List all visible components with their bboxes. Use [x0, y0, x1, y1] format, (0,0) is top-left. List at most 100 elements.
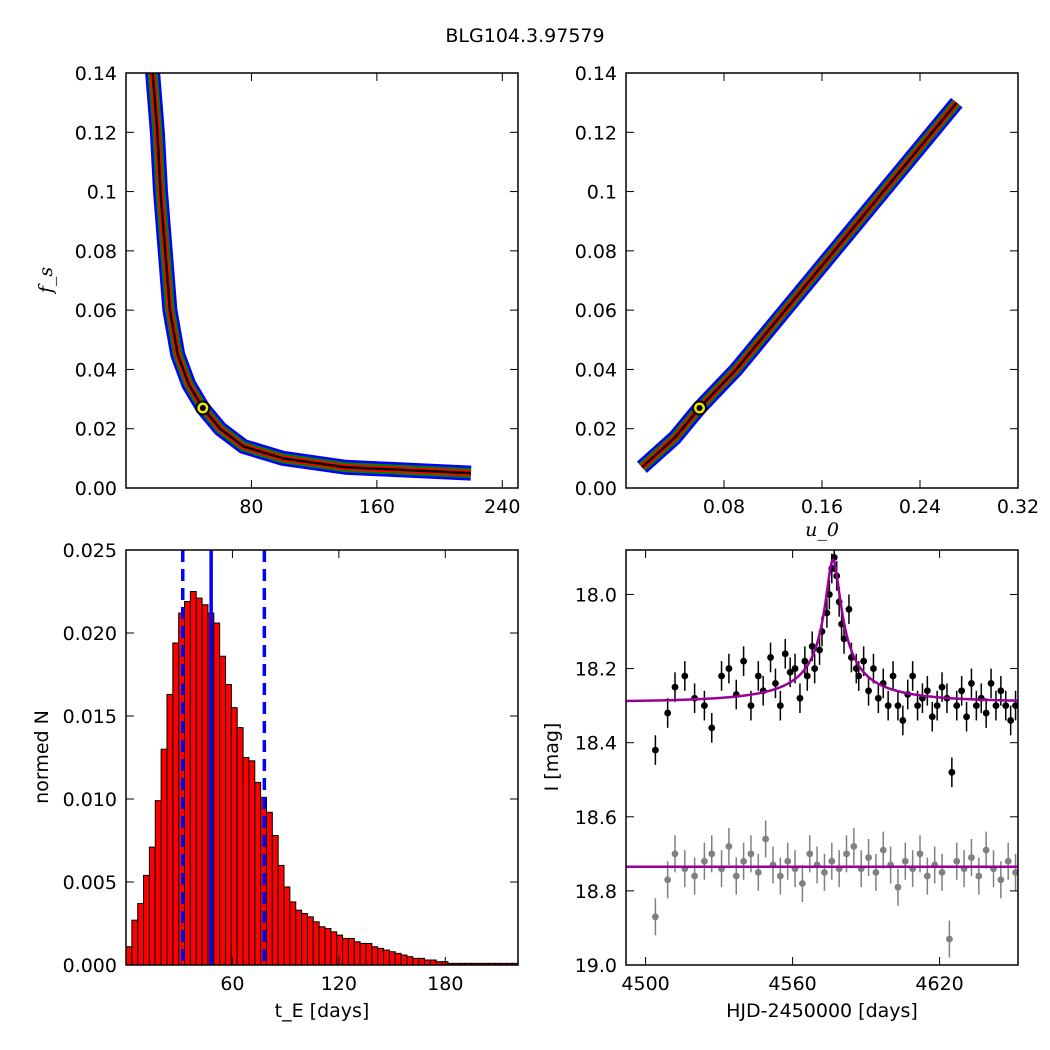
data-point [691, 872, 698, 880]
model-curve [626, 557, 1018, 703]
data-point [923, 687, 931, 695]
y-tick-label: 0.000 [63, 955, 117, 977]
histogram-bar [400, 954, 408, 965]
data-point [776, 702, 784, 710]
data-point [664, 876, 672, 884]
y-axis-label: normed N [31, 710, 53, 804]
data-point [997, 687, 1005, 695]
histogram-bar [148, 846, 156, 965]
x-tick-label: 60 [220, 973, 244, 995]
histogram-bar [342, 937, 349, 965]
histogram-bar [184, 600, 191, 965]
x-tick-label: 240 [484, 496, 520, 518]
x-tick-label: 180 [427, 973, 463, 995]
histogram-bar [230, 707, 238, 965]
x-axis-label: t_E [days] [275, 1000, 370, 1022]
y-tick-label: 0.02 [575, 419, 617, 441]
y-tick-label: 0.1 [87, 182, 117, 204]
histogram-bar [271, 835, 279, 965]
y-axis-label: I [mag] [541, 723, 563, 792]
data-point [938, 868, 946, 876]
histogram-bar [359, 942, 367, 965]
data-point [762, 835, 770, 843]
data-point [708, 850, 716, 858]
data-point [850, 843, 858, 850]
y-tick-label: 0.04 [575, 359, 617, 381]
data-point [928, 713, 936, 721]
data-point [754, 672, 762, 680]
data-point [808, 642, 816, 650]
histogram-bar [160, 748, 168, 965]
histogram-bar [347, 937, 355, 965]
plot-frame [125, 549, 519, 966]
x-tick-label: 160 [359, 496, 395, 518]
y-tick-label: 18.0 [575, 584, 617, 606]
data-point [816, 646, 823, 654]
data-point [821, 868, 828, 876]
y-tick-label: 0.005 [63, 872, 117, 894]
data-point [740, 657, 747, 665]
histogram-bar [336, 934, 344, 965]
y-tick-label: 0.14 [75, 63, 117, 85]
data-point [664, 709, 672, 717]
data-point [718, 672, 725, 680]
data-point [872, 868, 880, 876]
data-point [1012, 868, 1018, 876]
histogram-bar [242, 757, 250, 965]
x-tick-label: 0.32 [997, 496, 1039, 518]
data-point [1007, 717, 1015, 724]
histogram-bar [225, 683, 232, 965]
data-point [652, 913, 659, 921]
plot-frame [625, 549, 1019, 966]
data-point [796, 694, 804, 702]
histogram-bar [418, 957, 426, 965]
data-point [776, 872, 784, 880]
x-axis-label: u_0 [805, 519, 839, 541]
y-tick-label: 18.6 [575, 807, 617, 829]
data-point [953, 702, 961, 710]
data-point [987, 679, 995, 687]
data-point [948, 768, 956, 776]
histogram-bar [324, 927, 332, 965]
data-point [799, 880, 806, 887]
data-point [968, 854, 975, 861]
best-fit-marker-center [199, 404, 206, 411]
data-point [879, 846, 887, 854]
histogram-bar [201, 604, 209, 965]
y-tick-label: 18.8 [575, 881, 617, 903]
histogram-bar [143, 874, 150, 965]
y-tick-label: 18.4 [575, 733, 617, 755]
y-tick-label: 0.08 [575, 241, 617, 263]
y-tick-label: 0.020 [63, 623, 117, 645]
histogram-bar [353, 941, 361, 965]
data-point [811, 665, 819, 672]
data-point [740, 857, 747, 865]
y-tick-label: 0.12 [75, 122, 117, 144]
histogram-bar [318, 926, 326, 965]
y-tick-label: 0.00 [575, 478, 617, 500]
data-point [938, 683, 946, 691]
histogram-bar [394, 952, 402, 965]
data-point [972, 702, 980, 710]
data-point [997, 876, 1005, 884]
histogram-bar [365, 942, 373, 965]
y-tick-label: 0.06 [575, 300, 617, 322]
y-tick-label: 18.2 [575, 659, 617, 681]
histogram-bar [219, 655, 227, 965]
data-point [1004, 857, 1012, 865]
data-point [701, 857, 708, 865]
data-point [865, 687, 872, 695]
histogram-bar [172, 642, 180, 965]
data-point [963, 713, 970, 721]
histogram-bar [511, 962, 518, 965]
x-axis-label: HJD-2450000 [days] [726, 1000, 918, 1022]
data-point [772, 679, 779, 687]
contour-panel-tE-fs: 80 160 2400.000.020.040.060.080.10.120.14 … [35, 63, 520, 518]
y-tick-label: 19.0 [575, 955, 617, 977]
contour-level-4 [151, 73, 472, 475]
y-tick-label: 0.12 [575, 122, 617, 144]
histogram-bar [377, 947, 385, 965]
histogram-bar [248, 760, 256, 965]
data-point [747, 702, 755, 710]
